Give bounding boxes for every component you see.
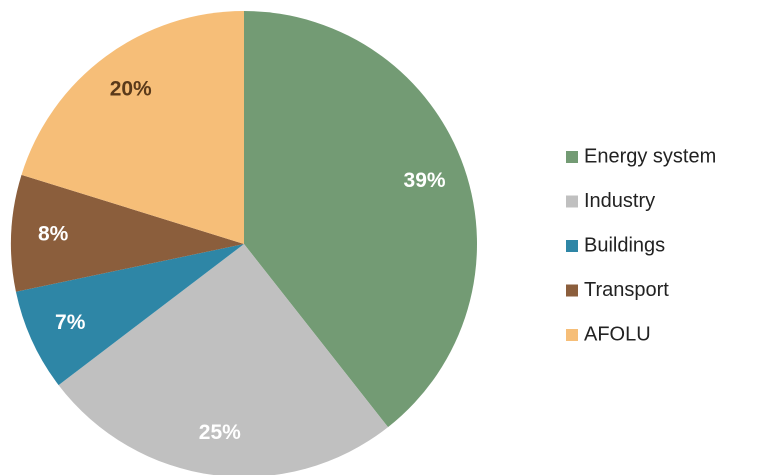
legend-swatch — [566, 284, 578, 297]
pie-slice — [21, 11, 244, 244]
legend-label: Energy system — [584, 145, 716, 167]
data-label: 7% — [55, 311, 86, 334]
data-label: 20% — [110, 78, 152, 101]
data-label: 25% — [199, 421, 241, 444]
legend-swatch — [566, 240, 578, 252]
data-label: 8% — [38, 222, 69, 245]
legend-swatch — [566, 195, 578, 208]
legend-label: Transport — [584, 279, 669, 301]
pie-slice — [11, 174, 245, 292]
data-label: 39% — [404, 169, 446, 192]
pie-slice — [58, 244, 389, 475]
legend-label: Buildings — [584, 234, 665, 256]
pie-slice — [15, 244, 245, 386]
legend-label: AFOLU — [584, 323, 651, 345]
legend-swatch — [566, 151, 578, 163]
legend-label: Industry — [584, 190, 655, 212]
pie-slice — [244, 11, 477, 428]
legend-swatch — [566, 329, 578, 341]
